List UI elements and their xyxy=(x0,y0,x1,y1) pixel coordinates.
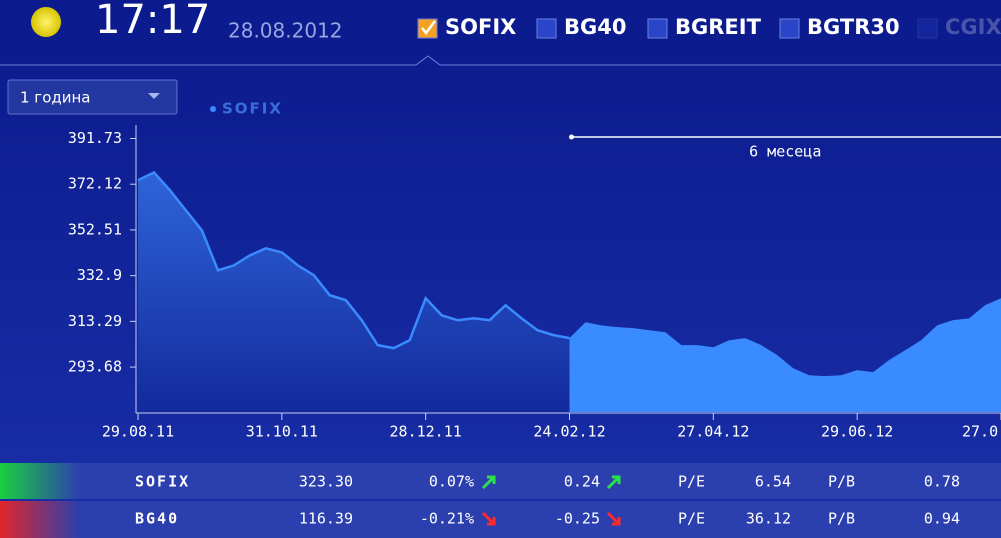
tab-label[interactable]: BG40 xyxy=(564,15,626,39)
y-tick-label: 352.51 xyxy=(68,220,122,238)
table-cell: P/E xyxy=(678,473,705,491)
table-cell: BG40 xyxy=(135,510,179,528)
trend-arrow xyxy=(481,511,496,526)
annotation-end xyxy=(569,134,574,140)
period-dropdown[interactable] xyxy=(7,79,178,115)
tab-label[interactable]: BGREIT xyxy=(675,15,762,39)
clock: 17:17 xyxy=(95,0,210,43)
y-tick-label: 313.29 xyxy=(68,312,122,330)
table-cell: 36.12 xyxy=(746,510,791,528)
header-divider xyxy=(0,55,1001,66)
trend-arrow xyxy=(606,511,621,526)
table-cell: 0.07% xyxy=(429,473,474,491)
table-cell: P/E xyxy=(678,510,705,528)
table-row-bg xyxy=(0,463,1001,499)
area-recent xyxy=(569,298,1001,412)
trend-arrow xyxy=(606,475,621,490)
table-cell: 0.94 xyxy=(924,510,960,528)
date: 28.08.2012 xyxy=(228,19,343,43)
annotation: 6 месеца xyxy=(749,143,821,161)
table-row-bg xyxy=(0,501,1001,538)
tab-checkbox[interactable] xyxy=(647,18,668,39)
tab-label[interactable]: CGIX xyxy=(945,15,1001,39)
period-label: 1 година xyxy=(20,89,91,107)
table-cell: P/B xyxy=(828,510,855,528)
legend-dot xyxy=(210,106,216,112)
tab-label[interactable]: SOFIX xyxy=(445,15,516,39)
trend-arrow xyxy=(481,475,496,490)
x-tick-label: 29.08.11 xyxy=(102,423,174,441)
y-tick-label: 332.9 xyxy=(77,266,122,284)
y-tick-label: 372.12 xyxy=(68,175,122,193)
table-cell: 6.54 xyxy=(755,473,791,491)
table-cell: 323.30 xyxy=(299,473,353,491)
row-indicator xyxy=(0,463,80,499)
table-cell: 116.39 xyxy=(299,510,353,528)
row-indicator xyxy=(0,501,80,538)
table-cell: 0.24 xyxy=(564,473,600,491)
y-tick-label: 293.68 xyxy=(68,358,122,376)
table-cell: P/B xyxy=(828,473,855,491)
x-tick-label: 28.12.11 xyxy=(390,423,462,441)
x-tick-label: 29.06.12 xyxy=(821,423,893,441)
table-cell: -0.21% xyxy=(420,510,474,528)
x-tick-label: 24.02.12 xyxy=(533,423,605,441)
tab-checkbox[interactable] xyxy=(779,18,800,39)
table-cell: 0.78 xyxy=(924,473,960,491)
dropdown-arrow xyxy=(148,93,160,99)
tab-checkbox[interactable] xyxy=(536,18,557,39)
table-cell: -0.25 xyxy=(555,510,600,528)
status-dot xyxy=(31,7,61,37)
y-tick-label: 391.73 xyxy=(68,129,122,147)
tab-checkbox[interactable] xyxy=(917,18,938,39)
x-tick-label: 27.0 xyxy=(962,423,998,441)
table-cell: SOFIX xyxy=(135,473,190,491)
x-tick-label: 27.04.12 xyxy=(677,423,749,441)
tab-label[interactable]: BGTR30 xyxy=(807,15,900,39)
line xyxy=(137,170,570,350)
x-tick-label: 31.10.11 xyxy=(246,423,318,441)
check-mark xyxy=(421,20,436,36)
legend-label: SOFIX xyxy=(222,100,283,118)
area-past xyxy=(138,172,570,412)
